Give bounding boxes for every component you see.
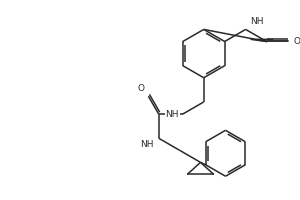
Text: NH: NH [250,17,264,26]
Text: NH: NH [140,140,154,149]
Text: NH: NH [166,110,179,119]
Text: O: O [137,84,145,93]
Text: O: O [294,37,300,46]
